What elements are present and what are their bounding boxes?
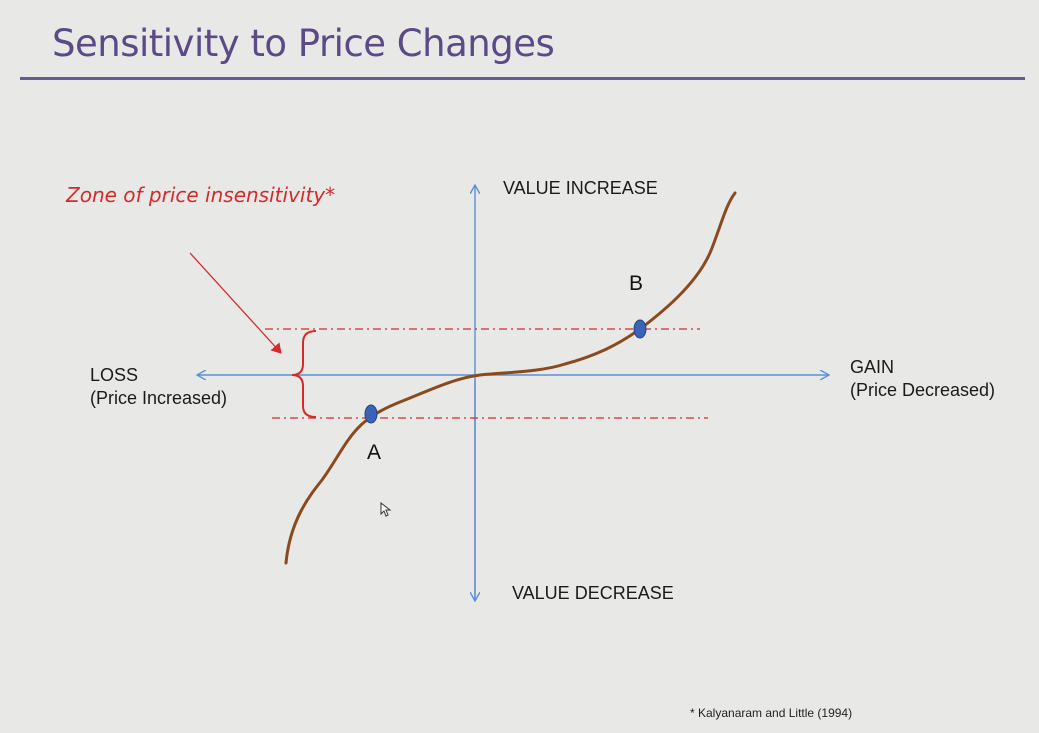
gain-label: GAIN [850,357,895,377]
citation: * Kalyanaram and Little (1994) [690,706,853,720]
title-underline [20,77,1025,80]
point-b-marker [633,319,647,339]
value-increase-label: VALUE INCREASE [503,178,658,198]
price-increased-label: (Price Increased) [90,388,228,408]
zone-bracket [291,330,317,418]
slide-title: Sensitivity to Price Changes [52,22,555,65]
value-decrease-label: VALUE DECREASE [512,583,674,603]
point-a-marker [364,404,378,424]
loss-label: LOSS [90,365,139,385]
mouse-cursor-icon [380,502,392,517]
zone-pointer-arrow [189,252,282,354]
value-curve [284,191,737,565]
point-a-label: A [367,441,382,464]
price-decreased-label: (Price Decreased) [850,380,996,400]
point-b-label: B [629,272,644,295]
zone-label: Zone of price insensitivity* [66,183,336,207]
